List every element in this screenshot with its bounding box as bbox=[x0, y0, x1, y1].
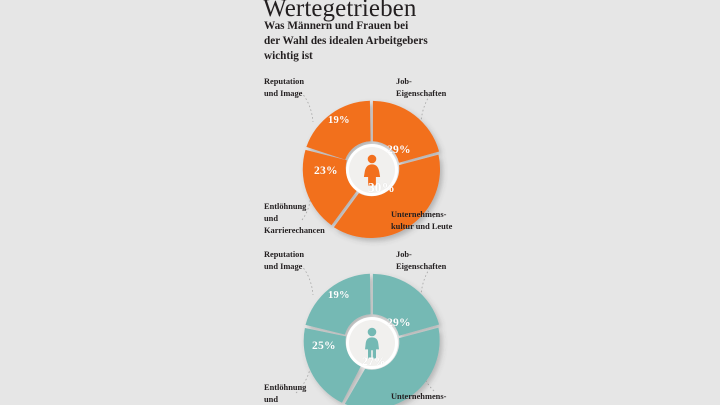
pct-entloehnung-men: 25% bbox=[312, 339, 336, 352]
male-figure-icon bbox=[365, 327, 379, 359]
pct-job-eigenschaften-women: 29% bbox=[387, 143, 411, 156]
label-job-eigenschaften-men: Job- Eigenschaften bbox=[396, 250, 447, 272]
segment-job-eigenschaften bbox=[372, 100, 440, 163]
subtitle-line-1: Was Männern und Frauen bei bbox=[264, 20, 409, 32]
donut-women bbox=[302, 100, 442, 240]
pct-unternehmenskultur-women: 30% bbox=[368, 180, 395, 195]
donut-segments-women bbox=[302, 100, 441, 239]
segment-reputation bbox=[306, 100, 371, 160]
label-reputation-women: Reputation und Image bbox=[264, 77, 305, 99]
donut-men bbox=[302, 273, 442, 405]
donut-svg-women bbox=[302, 100, 441, 239]
subtitle-line-2: der Wahl des idealen Arbeitgebers bbox=[264, 34, 428, 47]
label-unternehmenskultur-women: Unternehmens- kultur und Leute bbox=[391, 210, 453, 232]
donut-segments-men bbox=[303, 273, 440, 405]
segment-unternehmenskultur bbox=[344, 327, 440, 405]
pct-unternehmenskultur-men: 27% bbox=[362, 355, 386, 368]
label-entloehnung-men: Entlöhnung und bbox=[264, 383, 307, 405]
label-unternehmenskultur-men: Unternehmens- bbox=[391, 392, 447, 401]
subtitle-line-3: wichtig ist bbox=[264, 49, 313, 62]
pct-job-eigenschaften-men: 29% bbox=[387, 316, 411, 329]
label-entloehnung-women: Entlöhnung und Karrierechancen bbox=[264, 202, 325, 236]
donut-chart-men: 29% 27% 25% 19% Reputation und Image Job… bbox=[256, 243, 488, 405]
page-title: Wertegetrieben bbox=[263, 0, 417, 22]
segment-entloehnung bbox=[302, 149, 358, 226]
segment-reputation bbox=[305, 273, 371, 335]
donut-chart-women: 29% 30% 23% 19% Reputation und Image Job… bbox=[256, 70, 488, 245]
segment-unternehmenskultur bbox=[333, 154, 441, 239]
segment-entloehnung bbox=[303, 328, 361, 403]
page-subtitle: Was Männern und Frauen bei der Wahl des … bbox=[264, 19, 484, 64]
content-column: Wertegetrieben Was Männern und Frauen be… bbox=[256, 0, 488, 405]
label-reputation-men: Reputation und Image bbox=[264, 250, 305, 272]
female-figure-icon bbox=[363, 154, 381, 186]
donut-svg-men bbox=[303, 273, 440, 405]
center-disc-men bbox=[349, 320, 395, 366]
label-job-eigenschaften-women: Job- Eigenschaften bbox=[396, 77, 447, 99]
pct-entloehnung-women: 23% bbox=[314, 164, 338, 177]
pct-reputation-men: 19% bbox=[328, 290, 350, 301]
segment-job-eigenschaften bbox=[372, 273, 440, 336]
leader-lines-men bbox=[295, 264, 435, 394]
center-disc-women bbox=[349, 147, 395, 193]
pct-reputation-women: 19% bbox=[328, 115, 350, 126]
